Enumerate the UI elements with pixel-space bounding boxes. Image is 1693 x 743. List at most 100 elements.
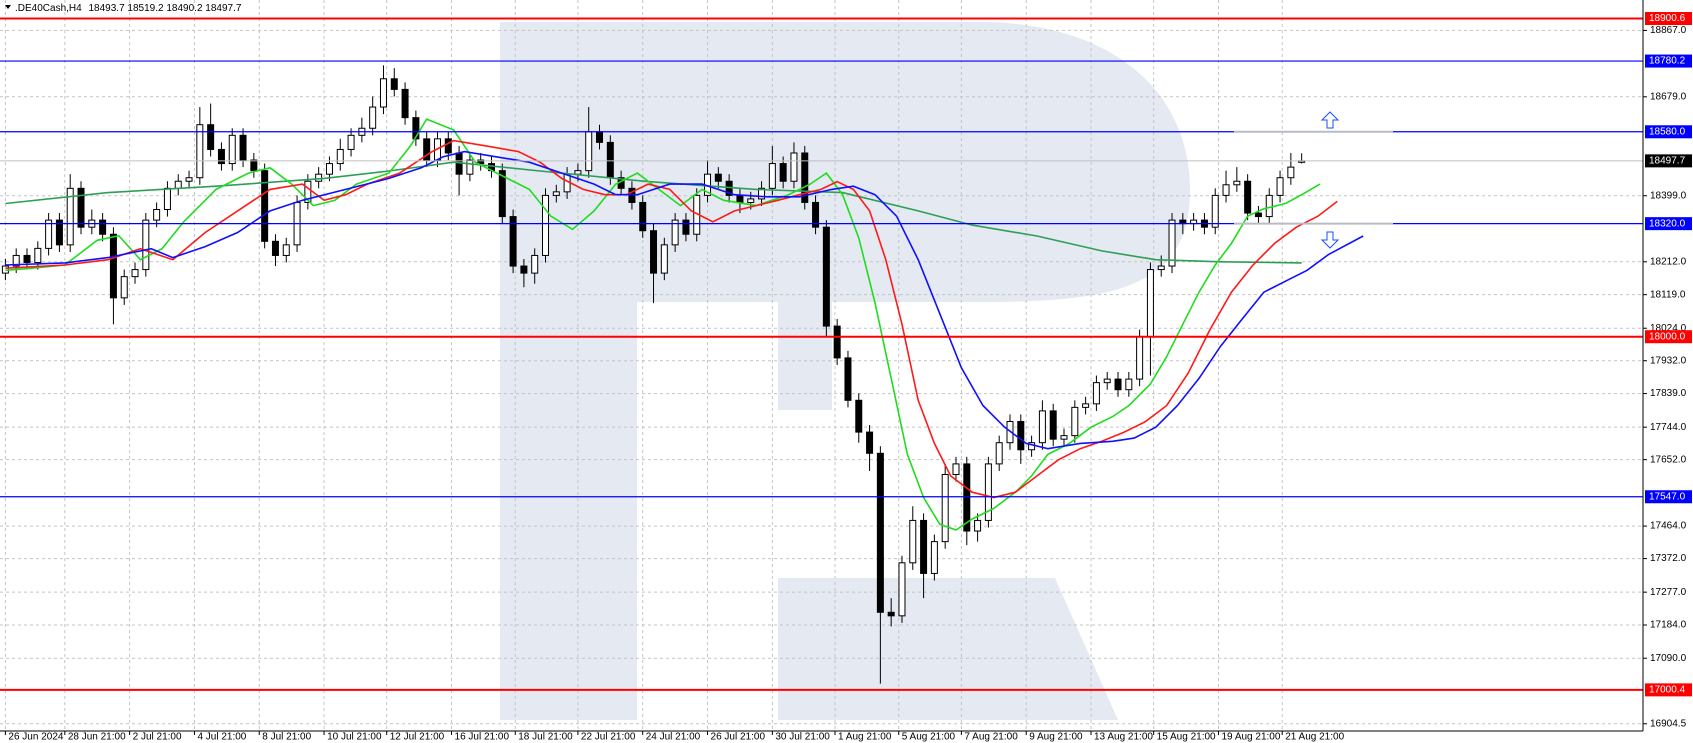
candle-body — [109, 233, 117, 299]
candle-body — [639, 201, 647, 232]
x-tick-label: 5 Aug 21:00 — [902, 732, 956, 743]
candle-body — [34, 247, 42, 264]
candle-body — [1060, 435, 1068, 440]
candle-body — [379, 78, 387, 108]
x-tick-label: 1 Aug 21:00 — [838, 732, 892, 743]
x-tick-label: 7 Aug 21:00 — [964, 732, 1018, 743]
x-tick-label: 21 Aug 21:00 — [1285, 732, 1344, 743]
x-tick-label: 10 Jul 21:00 — [327, 732, 382, 743]
candle-body — [282, 244, 290, 256]
candle-body — [758, 187, 766, 200]
candle-body — [369, 106, 377, 129]
candle-body — [153, 209, 161, 221]
candle-body — [920, 519, 928, 574]
level-label: 18320.0 — [1649, 218, 1686, 229]
candle-body — [99, 219, 107, 235]
candle-body — [779, 163, 787, 182]
last-low: 18490.2 — [166, 3, 203, 14]
candle-body — [520, 265, 528, 274]
candle-body — [1168, 219, 1176, 267]
candle-body — [1103, 378, 1111, 384]
chart-title: .DE40Cash,H4 — [15, 3, 82, 14]
watermark-stem — [500, 22, 637, 720]
x-tick-label: 2 Jul 21:00 — [133, 732, 182, 743]
x-tick-label: 24 Jul 21:00 — [646, 732, 701, 743]
candle-body — [1146, 269, 1154, 338]
candle-body — [12, 254, 20, 267]
level-label-box — [1645, 217, 1692, 231]
x-tick-label: 26 Jun 2024 — [8, 732, 63, 743]
candle-body — [466, 159, 474, 175]
plot — [0, 17, 1643, 691]
candle-body — [574, 170, 582, 175]
candle-body — [163, 187, 171, 211]
candle-body — [401, 88, 409, 119]
y-tick-label: 17184.0 — [1650, 620, 1687, 631]
candle-body — [66, 187, 74, 246]
candle-body — [1233, 180, 1241, 186]
candle-body — [1276, 177, 1284, 196]
y-tick-label: 17372.0 — [1650, 553, 1687, 564]
last-open: 18493.7 — [88, 3, 125, 14]
watermark-leg — [778, 578, 1118, 720]
candle-body — [1222, 184, 1230, 196]
candle-body — [963, 463, 971, 532]
candle-body — [1157, 265, 1165, 271]
level-label-box — [1645, 54, 1692, 68]
x-tick-label: 16 Jul 21:00 — [455, 732, 510, 743]
level-label-box — [1645, 490, 1692, 504]
candle-body — [55, 219, 63, 246]
candle-body — [423, 138, 431, 161]
candle-body — [833, 325, 841, 359]
y-tick-label: 18679.0 — [1650, 91, 1687, 102]
candle-body — [941, 473, 949, 543]
candle-body — [23, 254, 31, 264]
candle-body — [671, 219, 679, 246]
candle-body — [866, 431, 874, 454]
candle-body — [207, 124, 215, 150]
candle-body — [1071, 406, 1079, 437]
level-label-box — [1645, 125, 1692, 139]
candle-body — [682, 219, 690, 235]
candle-body — [142, 219, 150, 271]
x-tick-label: 28 Jun 21:00 — [68, 732, 126, 743]
x-tick-label: 4 Jul 21:00 — [197, 732, 246, 743]
watermark — [500, 22, 1190, 720]
candle-body — [887, 611, 895, 617]
arrow-up — [1320, 111, 1340, 129]
x-tick-label: 30 Jul 21:00 — [775, 732, 830, 743]
candle-body — [217, 148, 225, 165]
candle-body — [1038, 410, 1046, 444]
level-label: 18780.2 — [1649, 56, 1686, 67]
candle-body — [315, 173, 323, 182]
y-tick-label: 17464.0 — [1650, 521, 1687, 532]
candle-body — [1114, 378, 1122, 391]
level-label: 18900.6 — [1649, 13, 1686, 24]
candle-body — [606, 141, 614, 179]
y-tick-label: 18024.0 — [1650, 323, 1687, 334]
candle-body — [596, 131, 604, 143]
candle-body — [250, 159, 258, 172]
watermark-bowl — [637, 22, 1190, 410]
candle-body — [444, 138, 452, 154]
level-label-box — [1645, 330, 1692, 344]
candle-body — [531, 254, 539, 274]
y-tick-label: 18867.0 — [1650, 25, 1687, 36]
candle-body — [325, 163, 333, 175]
axes: 18867.0 18679.0 18399.0 18212.0 18119.0 18024… — [4, 12, 1692, 743]
candle-body — [1017, 420, 1025, 451]
x-tick-label: 12 Jul 21:00 — [390, 732, 445, 743]
candle-body — [855, 399, 863, 433]
candle-body — [995, 442, 1003, 465]
y-tick-label: 18212.0 — [1650, 256, 1687, 267]
candle-body — [876, 452, 884, 613]
y-tick-label: 17277.0 — [1650, 587, 1687, 598]
candle-body — [477, 159, 485, 165]
indicator-line — [5, 150, 1364, 450]
candle-body — [77, 187, 85, 228]
candle-body — [747, 198, 755, 203]
x-tick-label: 18 Jul 21:00 — [518, 732, 573, 743]
y-tick-label: 16904.5 — [1650, 718, 1687, 729]
candle-body — [271, 240, 279, 256]
